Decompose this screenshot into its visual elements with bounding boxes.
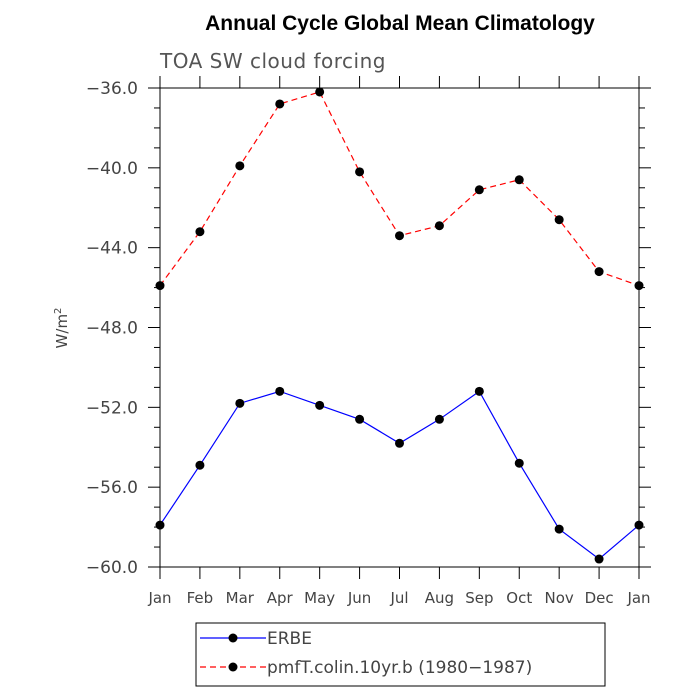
data-point bbox=[155, 281, 165, 291]
x-tick-label: Jan bbox=[626, 589, 650, 607]
y-axis-label-superscript: 2 bbox=[53, 308, 64, 314]
data-point bbox=[514, 175, 524, 185]
data-point bbox=[554, 215, 564, 225]
y-axis-label: W/m2 bbox=[53, 308, 71, 349]
data-point bbox=[634, 281, 644, 291]
x-tick-label: Feb bbox=[187, 589, 214, 607]
series-line bbox=[159, 91, 640, 287]
x-tick-label: Oct bbox=[506, 589, 532, 607]
data-point bbox=[275, 386, 285, 396]
x-tick-label: Jul bbox=[389, 589, 408, 607]
chart-subtitle: TOA SW cloud forcing bbox=[159, 49, 386, 73]
data-point bbox=[235, 398, 245, 408]
legend-box bbox=[195, 622, 606, 687]
series-line bbox=[159, 390, 640, 560]
x-tick-label: Nov bbox=[545, 589, 574, 607]
x-tick-label: Sep bbox=[465, 589, 493, 607]
y-tick-label: −52.0 bbox=[86, 398, 138, 418]
x-tick-label: Apr bbox=[267, 589, 294, 607]
x-tick-label: Aug bbox=[425, 589, 454, 607]
plot-frame bbox=[159, 87, 640, 568]
y-tick-label: −60.0 bbox=[86, 558, 138, 578]
legend-marker bbox=[228, 633, 238, 643]
data-point bbox=[434, 414, 444, 424]
data-point bbox=[395, 438, 404, 448]
series-erbe bbox=[155, 386, 644, 564]
y-tick-label: −56.0 bbox=[86, 478, 138, 498]
y-tick-label: −40.0 bbox=[86, 159, 138, 179]
x-tick-label: Jun bbox=[347, 589, 371, 607]
legend-label: ERBE bbox=[267, 629, 312, 649]
x-tick-label: May bbox=[304, 589, 335, 607]
x-tick-label: Jan bbox=[147, 589, 171, 607]
data-point bbox=[434, 221, 444, 231]
data-point bbox=[195, 460, 205, 470]
data-point bbox=[275, 99, 285, 109]
data-point bbox=[315, 87, 325, 97]
data-point bbox=[355, 414, 365, 424]
data-point bbox=[514, 458, 524, 468]
series-pmft-colin-10yr-b-1980-1987- bbox=[155, 87, 644, 291]
legend: ERBE pmfT.colin.10yr.b (1980−1987) bbox=[195, 622, 606, 687]
legend-marker bbox=[228, 662, 238, 672]
data-point bbox=[315, 400, 325, 410]
data-point bbox=[235, 161, 245, 171]
data-point bbox=[474, 185, 484, 195]
y-tick-label: −44.0 bbox=[86, 239, 138, 259]
data-point bbox=[554, 524, 564, 534]
y-tick-label: −48.0 bbox=[86, 319, 138, 339]
y-tick-label: −36.0 bbox=[86, 79, 138, 99]
data-point bbox=[195, 227, 205, 237]
series-layer bbox=[155, 87, 644, 564]
chart-title: Annual Cycle Global Mean Climatology bbox=[205, 12, 595, 35]
data-point bbox=[594, 554, 604, 564]
data-point bbox=[155, 520, 165, 530]
y-axis-label-text: W/m bbox=[53, 314, 71, 349]
legend-label: pmfT.colin.10yr.b (1980−1987) bbox=[267, 658, 532, 678]
axes: −36.0 −40.0 −44.0 −48.0 −52.0 −56.0 −60.0 Jan Fe… bbox=[86, 76, 651, 607]
x-tick-label: Dec bbox=[585, 589, 614, 607]
data-point bbox=[395, 231, 404, 241]
data-point bbox=[634, 520, 644, 530]
data-point bbox=[355, 167, 365, 177]
x-tick-label: Mar bbox=[226, 589, 255, 607]
data-point bbox=[594, 267, 604, 277]
data-point bbox=[474, 386, 484, 396]
